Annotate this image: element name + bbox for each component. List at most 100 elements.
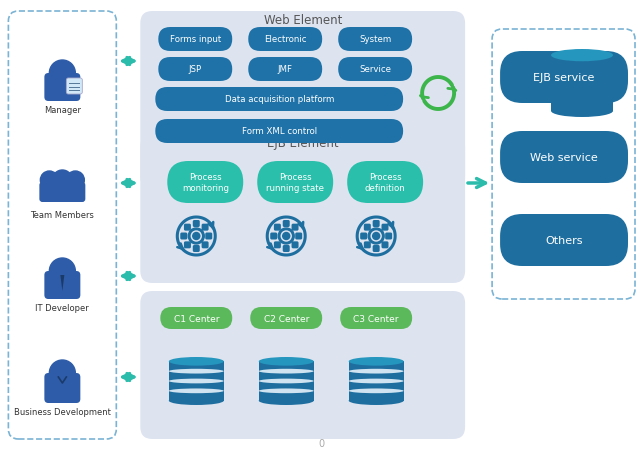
FancyBboxPatch shape <box>248 58 322 82</box>
FancyBboxPatch shape <box>274 224 281 231</box>
Ellipse shape <box>551 80 613 87</box>
FancyBboxPatch shape <box>156 88 403 112</box>
Circle shape <box>281 231 291 241</box>
Ellipse shape <box>168 357 224 366</box>
Ellipse shape <box>258 369 314 374</box>
FancyBboxPatch shape <box>202 242 208 249</box>
FancyBboxPatch shape <box>283 221 290 227</box>
FancyBboxPatch shape <box>39 183 59 202</box>
FancyBboxPatch shape <box>373 245 379 253</box>
FancyBboxPatch shape <box>180 233 187 240</box>
Text: Web service: Web service <box>530 152 598 163</box>
Ellipse shape <box>258 389 314 393</box>
Text: Process
definition: Process definition <box>365 173 406 192</box>
Circle shape <box>188 229 204 244</box>
FancyBboxPatch shape <box>158 58 232 82</box>
Polygon shape <box>551 56 613 112</box>
Polygon shape <box>349 362 404 401</box>
Text: C1 Center: C1 Center <box>174 314 219 323</box>
FancyBboxPatch shape <box>202 224 208 231</box>
FancyBboxPatch shape <box>140 12 465 189</box>
FancyBboxPatch shape <box>364 242 371 249</box>
FancyBboxPatch shape <box>381 242 388 249</box>
Text: Forms input: Forms input <box>170 36 221 44</box>
Ellipse shape <box>168 389 224 393</box>
Ellipse shape <box>349 396 404 405</box>
Circle shape <box>191 231 201 241</box>
FancyBboxPatch shape <box>184 224 191 231</box>
FancyBboxPatch shape <box>338 58 412 82</box>
Text: Data acquisition platform: Data acquisition platform <box>224 95 334 104</box>
Ellipse shape <box>551 106 613 118</box>
Circle shape <box>371 231 381 241</box>
FancyBboxPatch shape <box>160 307 232 329</box>
Circle shape <box>373 233 379 240</box>
FancyBboxPatch shape <box>193 245 200 253</box>
Ellipse shape <box>349 357 404 366</box>
FancyBboxPatch shape <box>51 183 73 202</box>
Ellipse shape <box>551 67 613 73</box>
Text: Team Members: Team Members <box>30 211 95 220</box>
Text: Service: Service <box>359 65 391 74</box>
Text: EJB Element: EJB Element <box>267 137 339 150</box>
Polygon shape <box>60 276 64 291</box>
FancyBboxPatch shape <box>338 28 412 52</box>
FancyBboxPatch shape <box>385 233 392 240</box>
Circle shape <box>66 172 84 189</box>
FancyBboxPatch shape <box>44 373 80 403</box>
Text: IT Developer: IT Developer <box>35 304 89 312</box>
Ellipse shape <box>258 357 314 366</box>
FancyBboxPatch shape <box>248 28 322 52</box>
Ellipse shape <box>168 369 224 374</box>
FancyBboxPatch shape <box>184 242 191 249</box>
Text: JMF: JMF <box>278 65 293 74</box>
Text: EJB service: EJB service <box>533 73 595 83</box>
Ellipse shape <box>551 50 613 62</box>
Text: C2 Center: C2 Center <box>264 314 309 323</box>
Circle shape <box>50 61 75 87</box>
Polygon shape <box>168 362 224 401</box>
FancyBboxPatch shape <box>381 224 388 231</box>
Text: System: System <box>359 36 392 44</box>
Ellipse shape <box>349 379 404 383</box>
FancyBboxPatch shape <box>156 120 403 144</box>
Circle shape <box>50 360 75 386</box>
FancyBboxPatch shape <box>347 161 423 203</box>
FancyBboxPatch shape <box>158 28 232 52</box>
Circle shape <box>193 233 200 240</box>
Text: JSP: JSP <box>188 65 202 74</box>
Circle shape <box>50 258 75 285</box>
Ellipse shape <box>258 396 314 405</box>
Text: Electronic: Electronic <box>264 36 307 44</box>
Text: Business Development: Business Development <box>14 407 111 416</box>
Text: Process
running state: Process running state <box>266 173 324 192</box>
FancyBboxPatch shape <box>270 233 277 240</box>
FancyBboxPatch shape <box>274 242 281 249</box>
FancyBboxPatch shape <box>205 233 212 240</box>
Text: 0: 0 <box>318 438 324 448</box>
FancyBboxPatch shape <box>291 242 298 249</box>
Text: Web Element: Web Element <box>264 14 342 27</box>
FancyBboxPatch shape <box>140 291 465 439</box>
Ellipse shape <box>349 369 404 374</box>
Ellipse shape <box>168 379 224 383</box>
FancyBboxPatch shape <box>193 221 200 227</box>
FancyBboxPatch shape <box>167 161 243 203</box>
Text: Manager: Manager <box>44 106 81 115</box>
Circle shape <box>278 229 294 244</box>
FancyBboxPatch shape <box>140 136 465 283</box>
Text: C3 Center: C3 Center <box>354 314 399 323</box>
Ellipse shape <box>258 379 314 383</box>
Polygon shape <box>258 362 314 401</box>
FancyBboxPatch shape <box>340 307 412 329</box>
FancyBboxPatch shape <box>500 215 628 267</box>
FancyBboxPatch shape <box>500 52 628 104</box>
Text: Others: Others <box>545 235 583 245</box>
FancyBboxPatch shape <box>66 183 86 202</box>
FancyBboxPatch shape <box>295 233 302 240</box>
Ellipse shape <box>349 389 404 393</box>
FancyBboxPatch shape <box>291 224 298 231</box>
FancyBboxPatch shape <box>44 74 80 102</box>
FancyBboxPatch shape <box>257 161 333 203</box>
FancyBboxPatch shape <box>500 132 628 184</box>
